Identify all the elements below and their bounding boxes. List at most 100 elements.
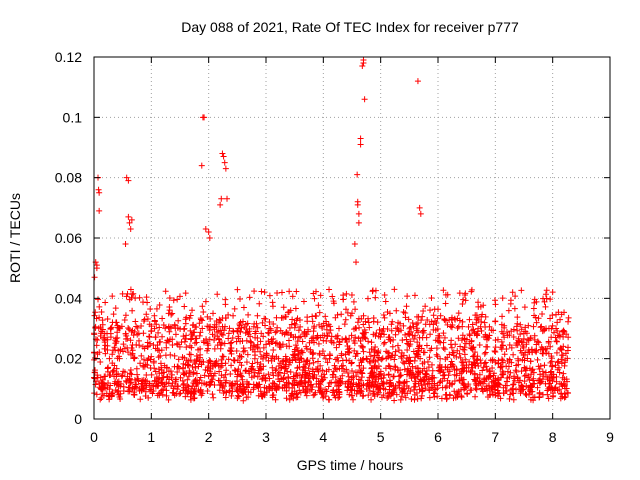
dense-point bbox=[499, 342, 506, 349]
dense-point bbox=[357, 389, 364, 396]
dense-point bbox=[99, 321, 106, 328]
dense-point bbox=[409, 332, 416, 339]
dense-point bbox=[319, 348, 326, 355]
dense-point bbox=[336, 391, 343, 398]
dense-point bbox=[188, 390, 195, 397]
dense-point bbox=[317, 334, 324, 341]
dense-point bbox=[330, 386, 337, 393]
dense-point bbox=[308, 337, 315, 344]
dense-point bbox=[260, 372, 267, 379]
dense-point bbox=[424, 316, 431, 323]
dense-point bbox=[553, 338, 560, 345]
dense-point bbox=[457, 386, 464, 393]
dense-point bbox=[402, 314, 409, 321]
dense-point bbox=[431, 374, 438, 381]
dense-point bbox=[554, 328, 561, 335]
data-point bbox=[221, 159, 228, 166]
dense-point bbox=[365, 315, 372, 322]
dense-point bbox=[391, 356, 398, 363]
dense-point bbox=[450, 352, 457, 359]
dense-point bbox=[161, 383, 168, 390]
dense-point bbox=[163, 373, 170, 380]
dense-point bbox=[298, 349, 305, 356]
dense-point bbox=[340, 362, 347, 369]
dense-point bbox=[316, 321, 323, 328]
dense-point bbox=[419, 387, 426, 394]
dense-point bbox=[261, 289, 268, 296]
dense-point bbox=[248, 367, 255, 374]
dense-point bbox=[140, 317, 147, 324]
dense-point bbox=[556, 386, 563, 393]
dense-point bbox=[279, 341, 286, 348]
dense-point bbox=[455, 323, 462, 330]
dense-point bbox=[265, 338, 272, 345]
dense-point bbox=[499, 313, 506, 320]
dense-point bbox=[189, 332, 196, 339]
dense-point bbox=[211, 337, 218, 344]
dense-point bbox=[182, 290, 189, 297]
dense-point bbox=[442, 300, 449, 307]
data-point bbox=[128, 216, 135, 223]
dense-point bbox=[500, 371, 507, 378]
dense-point bbox=[441, 346, 448, 353]
dense-point bbox=[417, 355, 424, 362]
dense-point bbox=[499, 295, 506, 302]
dense-point bbox=[404, 355, 411, 362]
dense-point bbox=[549, 363, 556, 370]
dense-point bbox=[97, 374, 104, 381]
dense-point bbox=[260, 344, 267, 351]
data-point bbox=[417, 210, 424, 217]
dense-point bbox=[403, 336, 410, 343]
dense-point bbox=[469, 327, 476, 334]
dense-point bbox=[486, 323, 493, 330]
dense-point bbox=[531, 312, 538, 319]
dense-point bbox=[243, 378, 250, 385]
data-point bbox=[217, 201, 224, 208]
dense-point bbox=[104, 384, 111, 391]
dense-point bbox=[530, 323, 537, 330]
dense-point bbox=[276, 343, 283, 350]
dense-point bbox=[122, 377, 129, 384]
dense-point bbox=[299, 371, 306, 378]
dense-point bbox=[202, 298, 209, 305]
dense-point bbox=[364, 377, 371, 384]
dense-point bbox=[254, 324, 261, 331]
dense-point bbox=[236, 352, 243, 359]
dense-point bbox=[564, 389, 571, 396]
dense-point bbox=[134, 331, 141, 338]
x-tick-label: 7 bbox=[491, 429, 499, 445]
dense-point bbox=[365, 319, 372, 326]
dense-point bbox=[127, 351, 134, 358]
dense-point bbox=[251, 288, 258, 295]
dense-point bbox=[431, 380, 438, 387]
dense-point bbox=[191, 340, 198, 347]
dense-point bbox=[320, 337, 327, 344]
dense-point bbox=[414, 339, 421, 346]
dense-point bbox=[170, 389, 177, 396]
dense-point bbox=[152, 368, 159, 375]
dense-point bbox=[172, 376, 179, 383]
dense-point bbox=[203, 336, 210, 343]
dense-point bbox=[388, 381, 395, 388]
dense-point bbox=[332, 374, 339, 381]
dense-point bbox=[475, 303, 482, 310]
dense-point bbox=[350, 396, 357, 403]
dense-point bbox=[367, 359, 374, 366]
dense-point bbox=[309, 318, 316, 325]
dense-point bbox=[416, 386, 423, 393]
dense-point bbox=[181, 338, 188, 345]
dense-point bbox=[471, 370, 478, 377]
dense-point bbox=[237, 381, 244, 388]
dense-point bbox=[461, 292, 468, 299]
dense-point bbox=[428, 361, 435, 368]
dense-point bbox=[92, 355, 99, 362]
dense-point bbox=[535, 377, 542, 384]
dense-point bbox=[527, 334, 534, 341]
dense-point bbox=[504, 329, 511, 336]
dense-point bbox=[217, 341, 224, 348]
x-tick-label: 8 bbox=[549, 429, 557, 445]
dense-point bbox=[292, 321, 299, 328]
dense-point bbox=[140, 362, 147, 369]
dense-point bbox=[375, 357, 382, 364]
dense-point bbox=[174, 296, 181, 303]
